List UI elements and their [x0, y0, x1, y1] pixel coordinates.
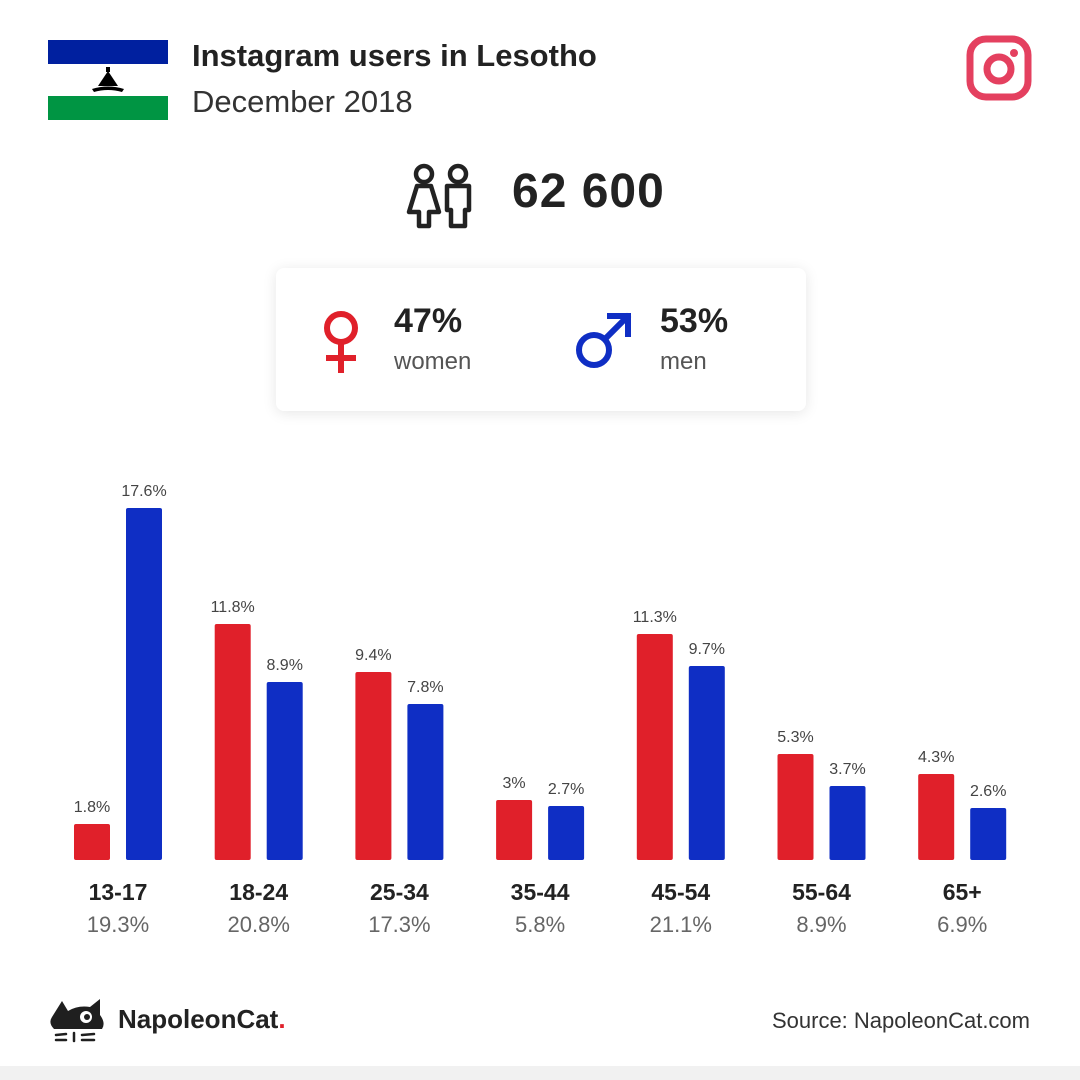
bar-35-44-series-0: [496, 800, 533, 860]
age-group-label: 65+: [943, 879, 982, 905]
source-credit: Source: NapoleonCat.com: [771, 1008, 1030, 1033]
bar-65+-series-1: [970, 808, 1007, 860]
gender-split-card: 47% women 53% men: [276, 268, 806, 411]
men-percent: 53%: [660, 302, 729, 340]
bar-35-44-series-1: [548, 806, 585, 860]
women-percent: 47%: [394, 302, 463, 340]
bar-25-34-series-1: [407, 704, 444, 860]
page-subtitle: December 2018: [192, 84, 413, 119]
age-group-label: 18-24: [229, 879, 288, 905]
bar-value-label: 2.7%: [548, 781, 584, 798]
bar-value-label: 11.3%: [633, 609, 677, 626]
age-group-total: 21.1%: [650, 912, 712, 937]
bar-value-label: 3.7%: [829, 761, 865, 778]
age-gender-bar-chart: 1.8% 17.6% 13-17 19.3% 11.8% 8.9% 18-24 20.8% 9.…: [74, 483, 1007, 937]
bar-55-64-series-0: [777, 754, 814, 860]
male-icon: [576, 312, 632, 368]
bar-18-24-series-0: [214, 624, 251, 860]
age-group-total: 20.8%: [228, 912, 290, 937]
bar-value-label: 17.6%: [121, 483, 166, 500]
total-users: 62 600: [512, 165, 665, 218]
bar-value-label: 5.3%: [777, 729, 813, 746]
bar-13-17-series-0: [74, 824, 110, 860]
bar-65+-series-0: [918, 774, 955, 860]
men-label: men: [660, 348, 707, 375]
bar-value-label: 9.4%: [355, 647, 391, 664]
age-group-total: 6.9%: [937, 912, 987, 937]
bar-value-label: 4.3%: [918, 749, 954, 766]
age-group-label: 45-54: [651, 879, 710, 905]
page-title: Instagram users in Lesotho: [192, 38, 597, 73]
age-group-total: 17.3%: [368, 912, 430, 937]
lesotho-flag-icon: [48, 40, 168, 120]
bar-13-17-series-1: [126, 508, 162, 860]
bottom-strip: [0, 1066, 1080, 1080]
bar-value-label: 1.8%: [74, 799, 110, 816]
bar-18-24-series-1: [266, 682, 303, 860]
age-group-label: 25-34: [370, 879, 429, 905]
bar-25-34-series-0: [355, 672, 392, 860]
age-group-total: 19.3%: [87, 912, 149, 937]
bar-value-label: 11.8%: [211, 599, 255, 616]
bar-value-label: 7.8%: [407, 679, 443, 696]
women-label: women: [394, 348, 472, 375]
bar-value-label: 9.7%: [689, 641, 725, 658]
bar-55-64-series-1: [829, 786, 866, 860]
female-icon: [324, 311, 358, 373]
instagram-icon: [966, 35, 1032, 101]
age-group-total: 8.9%: [796, 912, 846, 937]
age-group-label: 13-17: [89, 879, 148, 905]
napoleoncat-logo-icon: [50, 999, 104, 1043]
age-group-label: 55-64: [792, 879, 851, 905]
napoleoncat-logo-text: NapoleonCat.: [118, 1004, 286, 1034]
bar-value-label: 2.6%: [970, 783, 1006, 800]
bar-45-54-series-0: [636, 634, 673, 860]
age-group-total: 5.8%: [515, 912, 565, 937]
bar-value-label: 8.9%: [266, 657, 302, 674]
age-group-label: 35-44: [511, 879, 570, 905]
bar-45-54-series-1: [688, 666, 725, 860]
bar-value-label: 3%: [503, 775, 526, 792]
users-icon: [406, 163, 472, 229]
